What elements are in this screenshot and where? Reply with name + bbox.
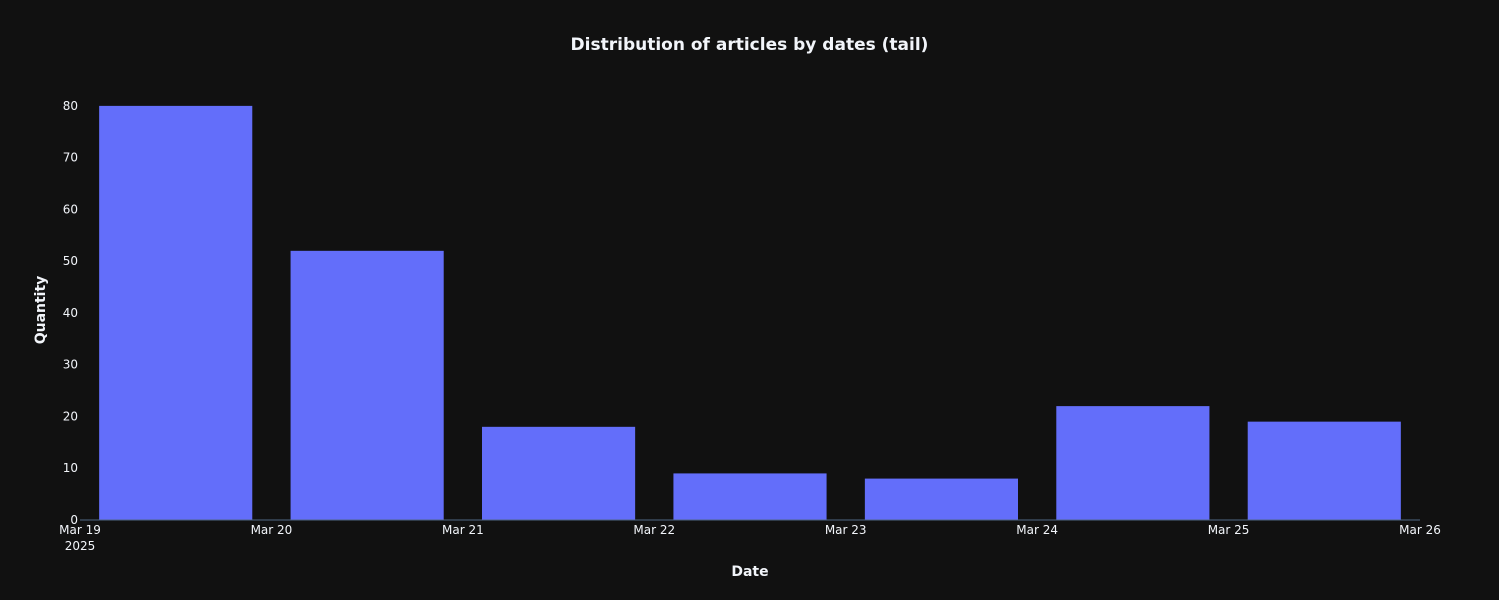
- x-tick-label: Mar 20: [251, 523, 293, 537]
- chart-title: Distribution of articles by dates (tail): [571, 35, 929, 55]
- bar-2025-03-22[interactable]: [673, 473, 827, 520]
- bar-2025-03-21[interactable]: [482, 426, 636, 520]
- bar-2025-03-20[interactable]: [290, 250, 444, 520]
- x-tick-label: Mar 25: [1208, 523, 1250, 537]
- bar-2025-03-23[interactable]: [864, 478, 1018, 520]
- bar-2025-03-19[interactable]: [99, 105, 253, 520]
- bars-group: [99, 105, 1401, 520]
- y-tick-label: 10: [63, 461, 78, 475]
- x-tick-label: Mar 21: [442, 523, 484, 537]
- y-axis-ticks: 0 10 20 30 40 50 60 70 80: [63, 99, 78, 527]
- x-tick-label: Mar 23: [825, 523, 867, 537]
- bar-2025-03-24[interactable]: [1056, 406, 1210, 520]
- y-tick-label: 80: [63, 99, 78, 113]
- y-tick-label: 20: [63, 409, 78, 423]
- x-axis-title: Date: [731, 564, 768, 580]
- bar-2025-03-25[interactable]: [1247, 421, 1401, 520]
- y-tick-label: 40: [63, 306, 78, 320]
- y-tick-label: 60: [63, 202, 78, 216]
- x-tick-label: Mar 19: [59, 523, 101, 537]
- y-tick-label: 30: [63, 358, 78, 372]
- x-tick-label: Mar 24: [1016, 523, 1058, 537]
- x-tick-label: Mar 22: [633, 523, 675, 537]
- y-tick-label: 50: [63, 254, 78, 268]
- y-axis-title: Quantity: [33, 276, 49, 345]
- x-tick-year-label: 2025: [65, 539, 96, 553]
- y-tick-label: 0: [70, 513, 78, 527]
- x-axis-ticks: Mar 19 Mar 20 Mar 21 Mar 22 Mar 23 Mar 24 Mar …: [59, 523, 1441, 537]
- x-tick-label: Mar 26: [1399, 523, 1441, 537]
- y-tick-label: 70: [63, 151, 78, 165]
